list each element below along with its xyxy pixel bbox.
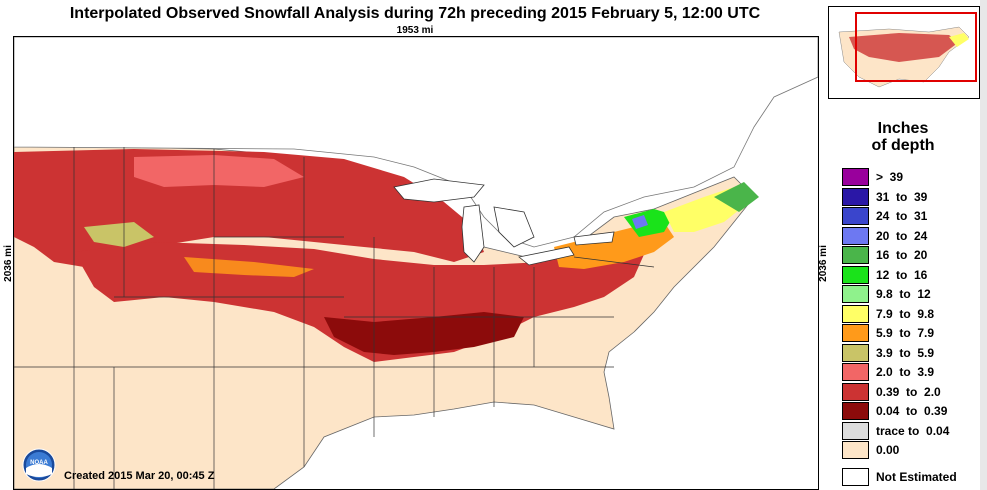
legend-row: 31 to 39 <box>842 187 982 206</box>
legend-swatch <box>842 402 869 420</box>
legend-row: 9.8 to 12 <box>842 285 982 303</box>
legend-label: 0.39 to 2.0 <box>876 384 941 399</box>
legend-label: 16 to 20 <box>876 248 928 262</box>
lake-michigan <box>461 204 485 263</box>
legend-not-estimated: Not Estimated <box>842 468 982 486</box>
legend-swatch <box>842 343 869 362</box>
legend-row: 16 to 20 <box>842 246 982 264</box>
legend-row: 0.39 to 2.0 <box>842 382 982 401</box>
legend-row: > 39 <box>842 168 982 186</box>
lake-ontario <box>573 231 615 246</box>
legend-row: 3.9 to 5.9 <box>842 343 982 362</box>
legend-label: 0.00 <box>876 443 900 457</box>
legend-label: > 39 <box>876 170 904 184</box>
legend-label: 0.04 to 0.39 <box>876 404 948 418</box>
legend-swatch <box>842 421 869 440</box>
legend-label: 31 to 39 <box>876 189 928 204</box>
legend-label: trace to 0.04 <box>876 423 950 438</box>
legend-label: 9.8 to 12 <box>876 287 931 301</box>
legend-swatch <box>842 246 869 264</box>
legend-row: 12 to 16 <box>842 265 982 284</box>
state-boundaries <box>14 147 655 489</box>
legend-row: 20 to 24 <box>842 226 982 245</box>
legend-swatch <box>842 468 869 486</box>
legend-swatch <box>842 285 869 303</box>
lake-huron <box>493 206 535 248</box>
legend-row: 0.00 <box>842 441 982 459</box>
legend-label: 20 to 24 <box>876 228 928 243</box>
overview-inset[interactable] <box>828 6 980 99</box>
scale-top-label: 1953 mi <box>396 25 434 36</box>
legend-row: trace to 0.04 <box>842 421 982 440</box>
snow-band-maine-green <box>714 182 759 212</box>
legend-label: 7.9 to 9.8 <box>876 306 935 321</box>
legend-swatch <box>842 441 869 459</box>
lake-erie <box>518 246 575 266</box>
legend-swatch <box>842 265 869 284</box>
noaa-logo: NOAA <box>22 448 56 482</box>
inset-snow <box>849 33 959 62</box>
legend-row: 5.9 to 7.9 <box>842 324 982 342</box>
snow-band-light-red <box>134 155 304 187</box>
map-svg <box>14 37 818 489</box>
legend-label: 5.9 to 7.9 <box>876 326 935 340</box>
snowfall-map[interactable] <box>13 36 819 490</box>
legend-swatch <box>842 226 869 245</box>
legend-row: 0.04 to 0.39 <box>842 402 982 420</box>
legend: Inches of depth > 39 31 to 39 24 to 31 20 t… <box>828 100 985 490</box>
legend-swatch <box>842 207 869 225</box>
legend-label: 12 to 16 <box>876 267 928 282</box>
snow-band-blue-spot <box>632 215 648 229</box>
legend-swatch <box>842 382 869 401</box>
legend-row: 24 to 31 <box>842 207 982 225</box>
legend-label: Not Estimated <box>876 470 957 484</box>
logo-text: NOAA <box>30 460 48 466</box>
map-title: Interpolated Observed Snowfall Analysis … <box>69 5 761 22</box>
lake-superior <box>393 178 485 203</box>
legend-row: 7.9 to 9.8 <box>842 304 982 323</box>
inset-snow-ne <box>949 33 969 47</box>
legend-label: 2.0 to 3.9 <box>876 365 935 379</box>
inset-view-box <box>855 12 977 82</box>
legend-swatch <box>842 324 869 342</box>
legend-swatch <box>842 363 869 381</box>
legend-swatch <box>842 187 869 206</box>
legend-label: 24 to 31 <box>876 209 928 223</box>
legend-title-depth: of depth <box>871 137 935 154</box>
inset-svg <box>838 12 977 88</box>
scrollbar[interactable] <box>980 0 987 490</box>
legend-label: 3.9 to 5.9 <box>876 345 935 360</box>
snow-band-northeast-green <box>624 209 674 237</box>
legend-swatch <box>842 304 869 323</box>
snow-band-olive <box>84 222 154 247</box>
legend-swatch <box>842 168 869 186</box>
created-timestamp: Created 2015 Mar 20, 00:45 Z <box>64 470 215 482</box>
legend-row: 2.0 to 3.9 <box>842 363 982 381</box>
snow-band-orange <box>184 257 314 277</box>
legend-title-inches: Inches <box>877 120 929 137</box>
